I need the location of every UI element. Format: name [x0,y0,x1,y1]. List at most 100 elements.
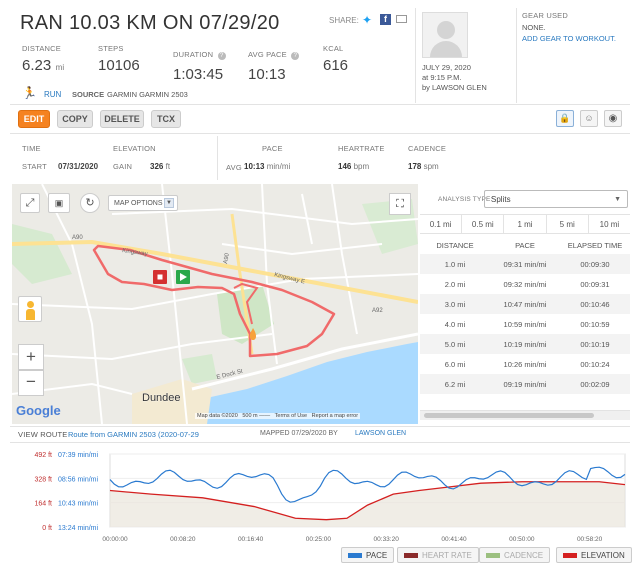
pace-value: 10:13 min/mi [244,162,291,171]
heartrate-label: HEARTRATE [338,144,385,153]
delete-button[interactable]: DELETE [100,110,144,128]
gain-value: 326 ft [150,162,171,171]
expand-map-icon[interactable]: ⛶ [389,193,411,215]
x-tick: 00:33:20 [374,536,400,543]
gear-label: GEAR USED [522,11,568,20]
analysis-panel: ANALYSIS TYPE: Splits ▼ 0.1 mi 0.5 mi 1 … [420,184,630,425]
activity-type[interactable]: RUN [44,90,62,99]
x-tick: 00:25:00 [306,536,332,543]
stat-distance: DISTANCE 6.23 mi [22,44,65,74]
date-block: JULY 29, 2020 at 9:15 P.M. by LAWSON GLE… [422,63,487,92]
map-options-button[interactable]: MAP OPTIONS ▼ [108,195,178,211]
pace-swatch [348,552,362,558]
cadence-value: 178 spm [408,162,439,171]
pace-tick: 13:24 min/mi [58,525,99,532]
splits-scrollbar[interactable] [420,410,630,420]
source-label: SOURCE [72,90,105,99]
twitter-icon[interactable]: ✦ [362,13,373,27]
x-tick: 00:41:40 [441,536,467,543]
start-value: 07/31/2020 [58,162,99,171]
google-logo: Google [16,403,61,418]
table-row: 6.2 mi 09:19 min/mi 00:02:09 [420,374,630,394]
cadence-swatch [486,552,500,558]
stat-duration: DURATION ? 1:03:45 [173,44,226,84]
zoom-in-button[interactable]: + [18,344,44,370]
start-marker [176,270,190,284]
cadence-label: CADENCE [408,144,447,153]
svg-text:A92: A92 [372,308,383,314]
heart-rate-swatch [404,552,418,558]
page-title: RAN 10.03 KM ON 07/29/20 [20,12,280,34]
view-route-label: VIEW ROUTE [18,430,68,439]
analysis-type-label: ANALYSIS TYPE: [438,196,493,203]
avg-label: AVG [226,163,242,172]
gear-value: NONE. [522,23,546,32]
tab-10-mi[interactable]: 10 mi [599,220,620,229]
legend-cadence[interactable]: CADENCE [479,547,551,563]
tab-1-mi[interactable]: 1 mi [504,215,547,233]
avatar[interactable] [422,12,468,58]
source-value: GARMIN GARMIN 2503 [107,90,188,99]
zoom-out-button[interactable]: − [18,370,44,396]
table-row: 3.0 mi 10:47 min/mi 00:10:46 [420,294,630,314]
globe-icon[interactable]: ◉ [604,110,622,127]
pace-line [109,466,626,503]
facebook-icon[interactable]: f [380,14,391,25]
start-label: START [22,162,47,171]
elevation-area [110,481,625,527]
refresh-icon[interactable]: ↻ [80,193,100,213]
add-gear-link[interactable]: ADD GEAR TO WORKOUT. [522,34,616,43]
table-row: 6.0 mi 10:26 min/mi 00:10:24 [444,359,610,369]
x-tick: 00:00:00 [102,536,128,543]
tab-5-mi[interactable]: 5 mi [547,215,589,233]
lock-icon[interactable]: 🔒 [556,110,574,127]
mapped-by-link[interactable]: LAWSON GLEN [355,430,407,437]
tab-0-5-mi[interactable]: 0.5 mi [462,215,505,233]
elevation-tick: 0 ft [42,525,52,532]
pace-tick: 08:56 min/mi [58,476,99,483]
route-map[interactable]: A90 A92 A90 Kingsway Kingsway E E Dock S… [12,184,418,424]
svg-text:Kingsway: Kingsway [122,248,148,258]
pace-elevation-chart[interactable]: 492 ft 07:39 min/mi 328 ft 08:56 min/mi 164 … [0,444,640,544]
splits-table: 1.0 mi 09:31 min/mi 00:09:30 2.0 mi 09:32 m… [420,254,630,394]
x-tick: 00:50:00 [509,536,535,543]
edit-button[interactable]: EDIT [18,110,50,128]
runner-icon: 🏃 [22,86,37,100]
table-row: 1.0 mi 09:31 min/mi 00:09:30 [420,254,630,274]
copy-button[interactable]: COPY [57,110,93,128]
heartrate-value: 146 bpm [338,162,370,171]
legend-elevation[interactable]: ELEVATION [556,547,632,563]
stop-marker [153,270,167,284]
analysis-type-select[interactable]: Splits ▼ [484,190,628,208]
gain-label: GAIN [113,162,133,171]
tcx-button[interactable]: TCX [151,110,181,128]
pace-label: PACE [262,144,283,153]
chevron-down-icon: ▼ [614,195,621,203]
x-tick: 00:08:20 [170,536,196,543]
tab-0-1-mi[interactable]: 0.1 mi [420,215,463,233]
legend-heart-rate[interactable]: HEART RATE [397,547,479,563]
split-interval-tabs: 0.1 mi 0.5 mi 1 mi 5 mi 10 mi [420,214,630,234]
fullscreen-icon[interactable]: ⤢ [20,193,40,213]
map-attribution[interactable]: Map data ©2020 500 m —— Terms of Use Rep… [195,413,361,419]
x-tick: 00:58:20 [577,536,603,543]
table-row: 2.0 mi 09:32 min/mi 00:09:31 [444,279,610,289]
help-icon: ? [291,52,300,60]
elevation-label: ELEVATION [113,144,156,153]
stat-avg-pace: AVG PACE ? 10:13 [248,44,300,84]
friends-icon[interactable]: ☺ [580,110,598,127]
stat-kcal: KCAL 616 [323,44,349,74]
stat-steps: STEPS 10106 [98,44,140,74]
camera-icon[interactable]: ▣ [48,193,70,213]
svg-text:Dundee: Dundee [142,392,181,404]
svg-text:A90: A90 [223,252,231,264]
time-label: TIME [22,144,41,153]
pegman-icon[interactable] [18,296,42,322]
share-label: SHARE: [329,16,359,25]
email-icon[interactable] [396,15,407,23]
splits-header: DISTANCE PACE ELAPSED TIME [436,240,623,250]
pace-tick: 10:43 min/mi [58,501,99,508]
legend-pace[interactable]: PACE [341,547,395,563]
route-link[interactable]: Route from GARMIN 2503 (2020-07-29 [68,430,199,439]
pace-tick: 07:39 min/mi [58,452,99,459]
